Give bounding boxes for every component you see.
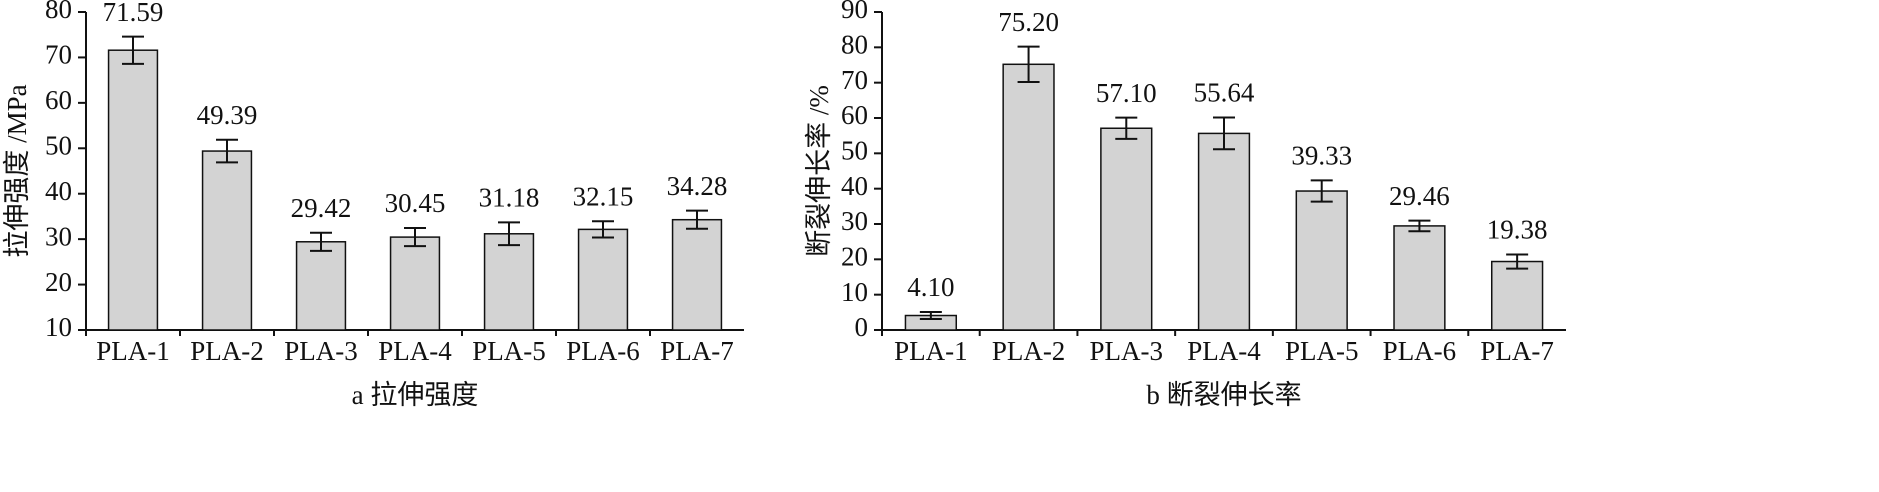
bar <box>577 228 629 331</box>
data-label: 32.15 <box>573 181 634 211</box>
data-label: 75.20 <box>998 7 1059 37</box>
y-tick-label: 30 <box>841 206 868 236</box>
y-tick-label: 60 <box>45 85 72 115</box>
x-tick-label: PLA-6 <box>566 336 640 366</box>
x-tick-label: PLA-6 <box>1383 336 1457 366</box>
x-tick-label: PLA-5 <box>472 336 546 366</box>
data-label: 29.42 <box>291 193 352 223</box>
x-axis-title: b 断裂伸长率 <box>1146 380 1301 410</box>
x-tick-label: PLA-4 <box>1187 336 1261 366</box>
bar <box>1295 190 1348 331</box>
x-tick-label: PLA-4 <box>378 336 452 366</box>
data-label: 31.18 <box>479 183 540 213</box>
data-label: 29.46 <box>1389 181 1450 211</box>
y-axis-title: 拉伸强度 /MPa <box>2 84 32 257</box>
x-tick-label: PLA-2 <box>190 336 264 366</box>
y-tick-label: 10 <box>45 312 72 342</box>
data-label: 55.64 <box>1194 78 1255 108</box>
bar <box>201 150 253 331</box>
bar <box>1490 260 1544 331</box>
y-tick-label: 40 <box>841 171 868 201</box>
x-axis-title: a 拉伸强度 <box>352 380 479 410</box>
chart: 10 20 30 40 50 60 70 80 71.59 PLA-1 49.39 PLA-2 29.4… <box>2 0 744 410</box>
bar <box>1100 127 1153 331</box>
data-label: 34.28 <box>667 171 728 201</box>
data-label: 30.45 <box>385 188 446 218</box>
chart: 0 10 20 30 40 50 60 70 80 90 4.10 PLA-1 75.20 PLA-2 57… <box>804 0 1566 410</box>
bar <box>389 236 441 331</box>
x-tick-label: PLA-2 <box>992 336 1066 366</box>
y-tick-label: 90 <box>841 0 868 24</box>
bar <box>1393 225 1446 331</box>
y-tick-label: 80 <box>45 0 72 24</box>
y-tick-label: 70 <box>841 65 868 95</box>
bar <box>1002 63 1055 331</box>
bar <box>107 49 159 331</box>
x-tick-label: PLA-1 <box>96 336 170 366</box>
data-label: 57.10 <box>1096 78 1157 108</box>
y-tick-label: 70 <box>45 40 72 70</box>
y-tick-label: 40 <box>45 176 72 206</box>
bar <box>295 241 347 331</box>
data-label: 49.39 <box>197 100 258 130</box>
y-tick-label: 20 <box>45 267 72 297</box>
data-label: 4.10 <box>907 272 954 302</box>
y-tick-label: 10 <box>841 277 868 307</box>
y-tick-label: 50 <box>45 130 72 160</box>
bar <box>671 218 723 331</box>
data-label: 19.38 <box>1487 215 1548 245</box>
x-tick-label: PLA-3 <box>1090 336 1164 366</box>
bar <box>1197 132 1251 331</box>
y-tick-label: 30 <box>45 221 72 251</box>
data-label: 71.59 <box>103 0 164 27</box>
bar <box>483 233 535 331</box>
y-tick-label: 60 <box>841 100 868 130</box>
x-tick-label: PLA-1 <box>894 336 968 366</box>
y-tick-label: 0 <box>855 312 869 342</box>
x-tick-label: PLA-3 <box>284 336 358 366</box>
y-tick-label: 20 <box>841 242 868 272</box>
x-tick-label: PLA-5 <box>1285 336 1359 366</box>
y-tick-label: 50 <box>841 136 868 166</box>
data-label: 39.33 <box>1291 141 1352 171</box>
y-axis-title: 断裂伸长率 /% <box>804 85 834 257</box>
x-tick-label: PLA-7 <box>660 336 734 366</box>
x-tick-label: PLA-7 <box>1480 336 1554 366</box>
y-tick-label: 80 <box>841 30 868 60</box>
